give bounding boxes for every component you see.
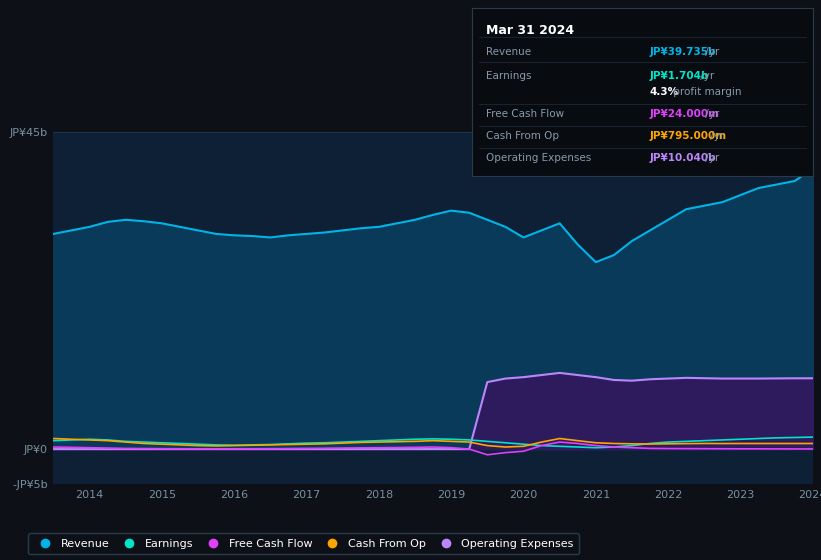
Text: Free Cash Flow: Free Cash Flow [486, 109, 564, 119]
Text: JP¥24.000m: JP¥24.000m [649, 109, 719, 119]
Text: /yr: /yr [708, 131, 725, 141]
Text: JP¥795.000m: JP¥795.000m [649, 131, 727, 141]
Text: Mar 31 2024: Mar 31 2024 [486, 24, 574, 36]
Legend: Revenue, Earnings, Free Cash Flow, Cash From Op, Operating Expenses: Revenue, Earnings, Free Cash Flow, Cash … [28, 533, 580, 554]
Text: /yr: /yr [697, 71, 714, 81]
Text: Revenue: Revenue [486, 47, 531, 57]
Text: Earnings: Earnings [486, 71, 531, 81]
Text: Cash From Op: Cash From Op [486, 131, 559, 141]
Text: /yr: /yr [702, 153, 719, 163]
Text: JP¥39.735b: JP¥39.735b [649, 47, 716, 57]
Text: profit margin: profit margin [671, 87, 742, 97]
Text: JP¥10.040b: JP¥10.040b [649, 153, 716, 163]
Text: JP¥1.704b: JP¥1.704b [649, 71, 709, 81]
Text: 4.3%: 4.3% [649, 87, 678, 97]
Text: /yr: /yr [702, 47, 719, 57]
Text: Operating Expenses: Operating Expenses [486, 153, 591, 163]
Text: /yr: /yr [702, 109, 719, 119]
